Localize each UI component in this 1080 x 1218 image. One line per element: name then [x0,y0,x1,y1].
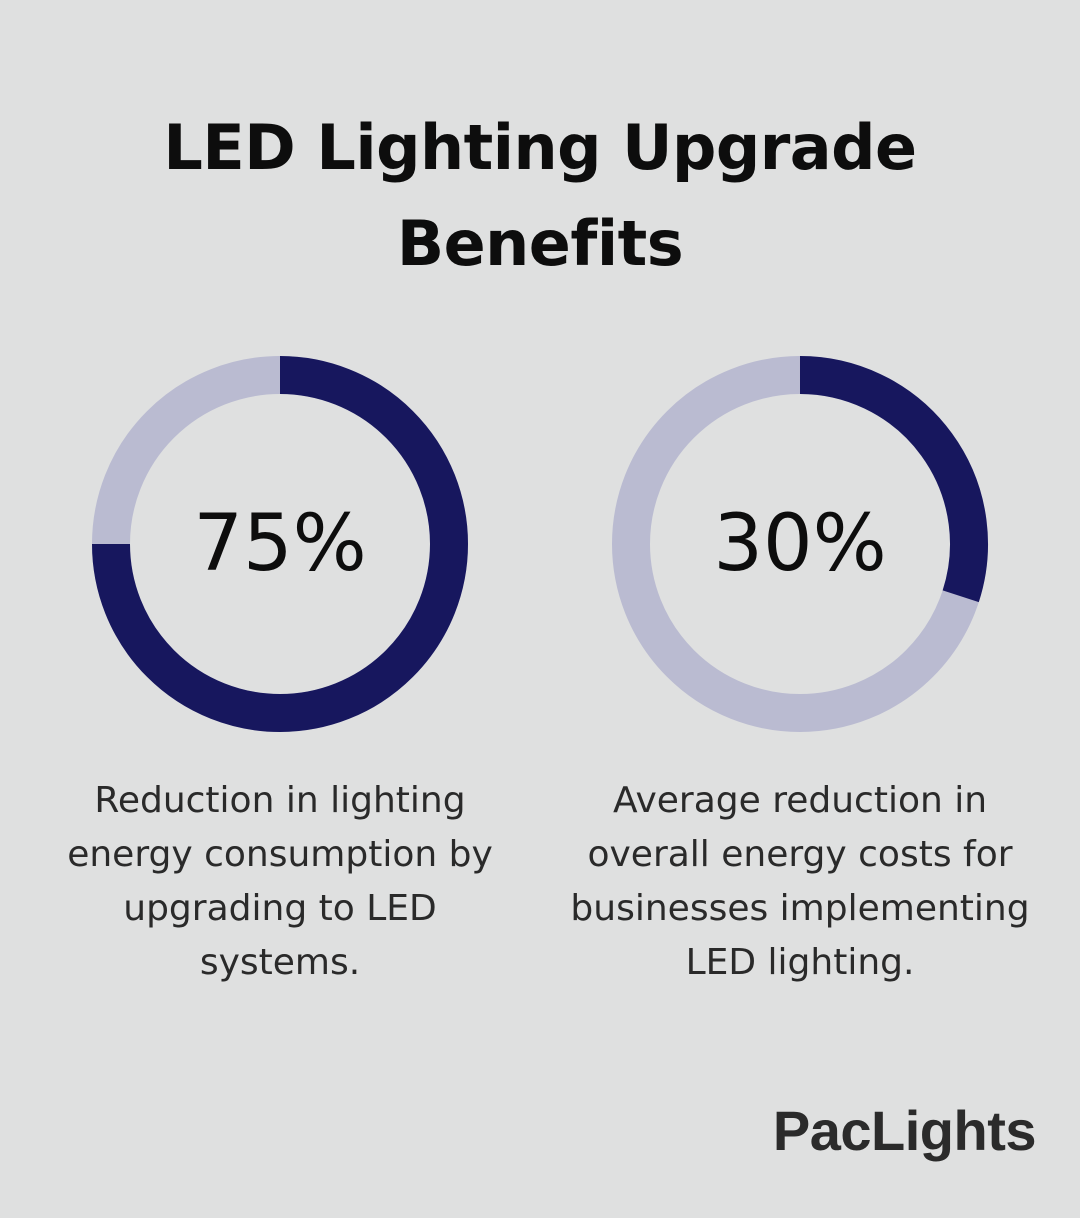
page-title: LED Lighting Upgrade Benefits [163,111,917,280]
brand-logo: PacLights [772,1099,1037,1162]
donut-value-label: 30% [713,499,887,589]
stat-card-energy-consumption: 75% Reduction in lighting energy consump… [40,350,520,990]
donut-chart-svg [92,356,468,732]
stat-caption: Average reduction in overall energy cost… [570,780,1030,983]
donut-value-arc [92,356,468,732]
donut-chart: 75% [86,350,474,738]
stat-caption: Reduction in lighting energy consumption… [67,780,493,983]
donut-chart: 30% [606,350,994,738]
donut-chart-svg [612,356,988,732]
donut-value-label: 75% [193,499,367,589]
stat-card-energy-costs: 30% Average reduction in overall energy … [560,350,1040,990]
donut-value-arc [799,356,988,603]
